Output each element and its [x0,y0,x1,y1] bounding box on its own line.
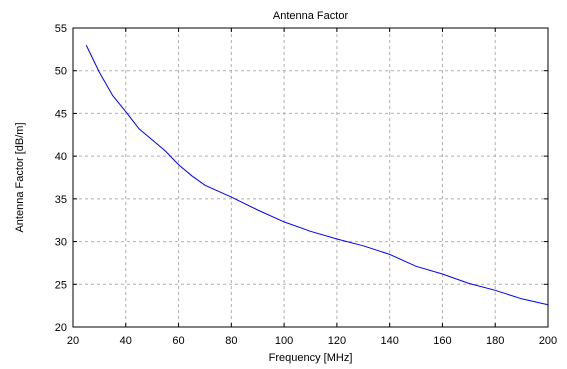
y-tick-label: 35 [55,194,67,206]
antenna-factor-series-line [85,44,549,306]
chart-title: Antenna Factor [273,10,349,22]
series-layer [85,44,549,306]
y-tick-label: 45 [55,108,67,120]
x-tick-label: 40 [120,335,132,347]
x-tick-label: 60 [172,335,184,347]
x-tick-label: 100 [275,335,293,347]
y-tick-label: 30 [55,237,67,249]
ticks: 20 40 60 80 100 120 140 160 180 200 20 25 30 35 40 45 50… [55,23,557,347]
grid [73,28,548,327]
x-tick-label: 80 [225,335,237,347]
x-axis-title: Frequency [MHz] [269,352,353,364]
x-tick-label: 160 [433,335,451,347]
x-tick-label: 200 [539,335,557,347]
y-tick-label: 25 [55,279,67,291]
x-tick-label: 120 [328,335,346,347]
x-tick-label: 180 [486,335,504,347]
plot-frame [72,27,549,328]
y-tick-label: 40 [55,151,67,163]
y-tick-label: 20 [55,322,67,334]
y-axis-title: Antenna Factor [dB/m] [14,122,26,232]
x-tick-label: 140 [380,335,398,347]
y-tick-label: 55 [55,23,67,35]
x-tick-label: 20 [67,335,79,347]
y-tick-label: 50 [55,66,67,78]
